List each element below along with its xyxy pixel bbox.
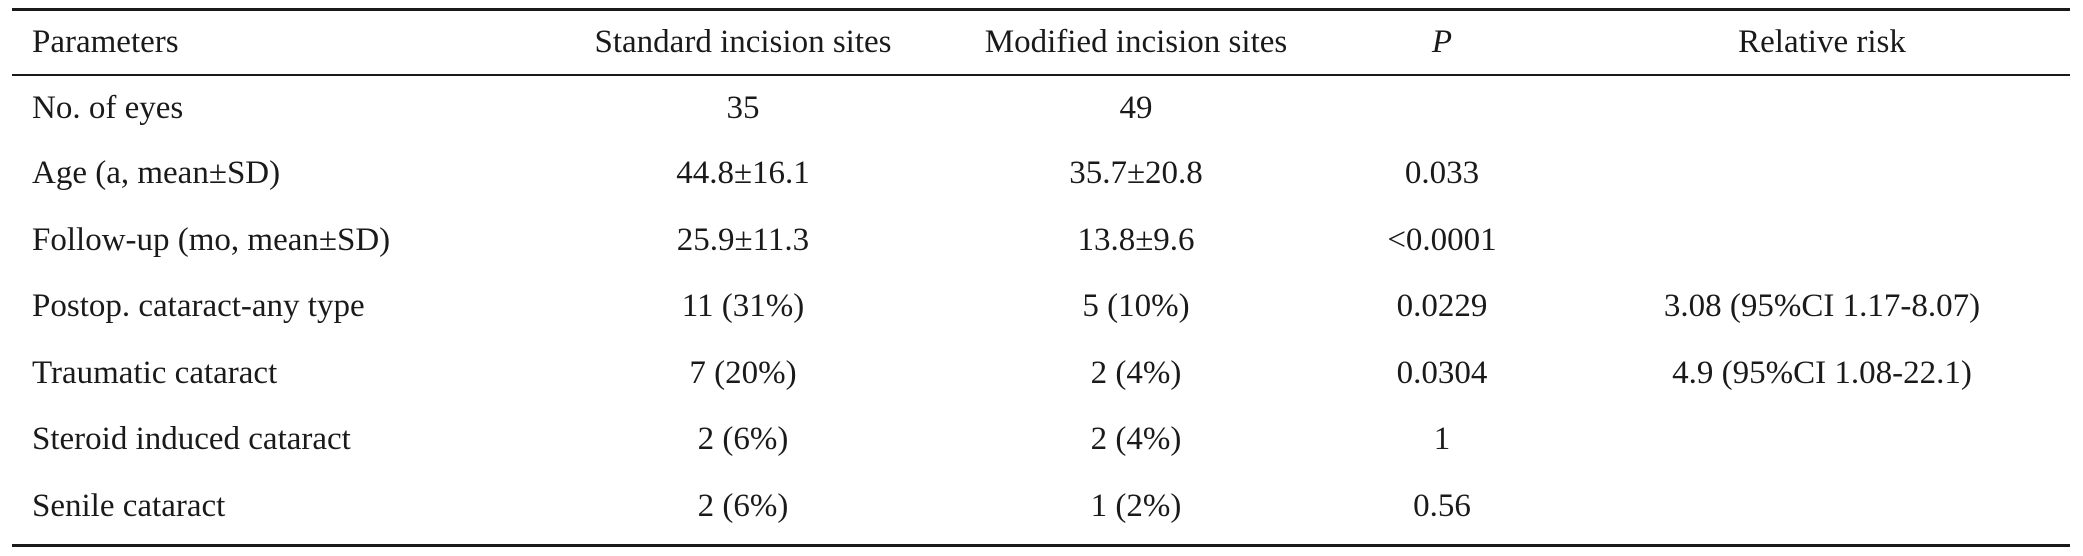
cell-relative-risk: 4.9 (95%CI 1.08-22.1) bbox=[1672, 354, 1972, 391]
table-row-follow-up: Follow-up (mo, mean±SD) 25.9±11.3 13.8±9… bbox=[12, 207, 2083, 274]
cell-p-value: 1 bbox=[1433, 421, 1451, 458]
table-header-rule bbox=[12, 74, 2070, 76]
cell-modified: 35.7±20.8 bbox=[1069, 155, 1203, 192]
cell-standard: 25.9±11.3 bbox=[676, 221, 810, 258]
header-p-value: P bbox=[1431, 24, 1453, 60]
cell-relative-risk bbox=[1554, 407, 2083, 474]
row-label: Steroid induced cataract bbox=[32, 421, 351, 458]
cell-standard: 7 (20%) bbox=[689, 354, 797, 391]
cell-p-value: 0.0229 bbox=[1396, 288, 1488, 325]
cell-relative-risk bbox=[1554, 141, 2083, 208]
cell-modified: 13.8±9.6 bbox=[1077, 221, 1195, 258]
cell-modified: 2 (4%) bbox=[1090, 354, 1182, 391]
cell-modified: 5 (10%) bbox=[1082, 288, 1190, 325]
table-top-rule bbox=[12, 8, 2070, 11]
table-header-row: Parameters Standard incision sites Modif… bbox=[12, 11, 2083, 74]
cell-standard: 44.8±16.1 bbox=[676, 155, 810, 192]
table-row-postop-cataract-any-type: Postop. cataract-any type 11 (31%) 5 (10… bbox=[12, 274, 2083, 341]
table-row-traumatic-cataract: Traumatic cataract 7 (20%) 2 (4%) 0.0304… bbox=[12, 340, 2083, 407]
cell-modified: 2 (4%) bbox=[1090, 421, 1182, 458]
row-label: No. of eyes bbox=[32, 89, 184, 126]
table-bottom-rule bbox=[12, 544, 2070, 547]
cell-modified: 49 bbox=[1119, 89, 1153, 126]
header-parameters: Parameters bbox=[32, 24, 179, 60]
results-table: Parameters Standard incision sites Modif… bbox=[12, 11, 2083, 540]
cell-relative-risk: 3.08 (95%CI 1.17-8.07) bbox=[1663, 288, 1981, 325]
table-row-age: Age (a, mean±SD) 44.8±16.1 35.7±20.8 0.0… bbox=[12, 141, 2083, 208]
cell-relative-risk bbox=[1554, 74, 2083, 141]
cell-p-value bbox=[1330, 74, 1554, 141]
row-label: Traumatic cataract bbox=[32, 354, 278, 391]
row-label: Age (a, mean±SD) bbox=[32, 155, 281, 192]
cell-standard: 35 bbox=[726, 89, 760, 126]
table-row-no-of-eyes: No. of eyes 35 49 bbox=[12, 74, 2083, 141]
row-label: Follow-up (mo, mean±SD) bbox=[32, 221, 391, 258]
cell-relative-risk bbox=[1554, 473, 2083, 540]
cell-p-value: 0.033 bbox=[1404, 155, 1480, 192]
cell-p-value: 0.56 bbox=[1413, 487, 1471, 524]
header-modified-incision-sites: Modified incision sites bbox=[984, 24, 1288, 60]
cell-standard: 2 (6%) bbox=[697, 487, 789, 524]
header-relative-risk: Relative risk bbox=[1738, 24, 1906, 60]
table-row-senile-cataract: Senile cataract 2 (6%) 1 (2%) 0.56 bbox=[12, 473, 2083, 540]
cell-modified: 1 (2%) bbox=[1090, 487, 1182, 524]
cell-standard: 11 (31%) bbox=[681, 288, 805, 325]
table-row-steroid-induced-cataract: Steroid induced cataract 2 (6%) 2 (4%) 1 bbox=[12, 407, 2083, 474]
cell-standard: 2 (6%) bbox=[697, 421, 789, 458]
header-standard-incision-sites: Standard incision sites bbox=[594, 24, 892, 60]
row-label: Postop. cataract-any type bbox=[32, 288, 365, 325]
cell-p-value: <0.0001 bbox=[1387, 221, 1497, 258]
cell-relative-risk bbox=[1554, 207, 2083, 274]
cell-p-value: 0.0304 bbox=[1396, 354, 1488, 391]
row-label: Senile cataract bbox=[32, 487, 226, 524]
